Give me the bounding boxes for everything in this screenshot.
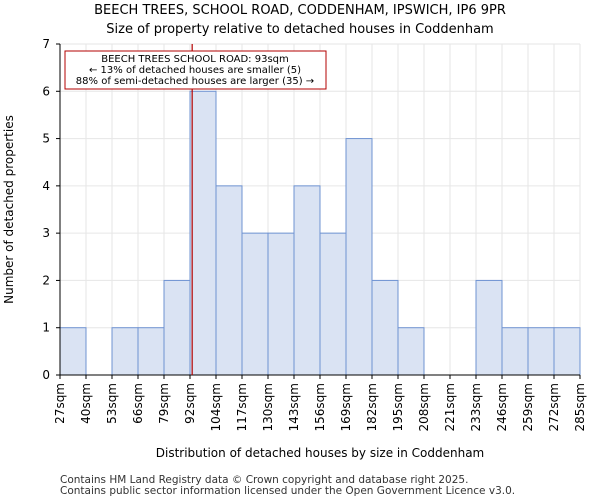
x-tick-label: 259sqm — [521, 383, 535, 431]
bars — [59, 90, 581, 376]
bar — [267, 232, 295, 376]
y-tick-label: 0 — [42, 368, 50, 382]
x-tick-label: 233sqm — [469, 383, 483, 431]
x-tick-label: 92sqm — [183, 383, 197, 424]
bar — [137, 327, 165, 376]
bar — [189, 90, 217, 376]
x-tick-label: 104sqm — [209, 383, 223, 431]
annotation-line-1: BEECH TREES SCHOOL ROAD: 93sqm — [101, 54, 289, 65]
chart-subtitle: Size of property relative to detached ho… — [106, 22, 494, 37]
y-tick-label: 5 — [42, 132, 50, 146]
bar — [293, 185, 321, 376]
bar — [527, 327, 555, 376]
bar — [371, 279, 399, 376]
bar — [501, 327, 529, 376]
x-tick-label: 40sqm — [79, 383, 93, 424]
footer-line-1: Contains HM Land Registry data © Crown c… — [60, 474, 469, 486]
x-tick-label: 66sqm — [131, 383, 145, 424]
y-axis-label: Number of detached properties — [2, 115, 16, 304]
footer-line-2: Contains public sector information licen… — [60, 485, 516, 497]
x-tick-label: 143sqm — [287, 383, 301, 431]
x-axis-label: Distribution of detached houses by size … — [156, 446, 485, 460]
x-tick-label: 27sqm — [53, 383, 67, 424]
x-tick-label: 117sqm — [235, 383, 249, 431]
x-tick-label: 221sqm — [443, 383, 457, 431]
y-tick-label: 6 — [42, 84, 50, 98]
y-ticks: 0 1 2 3 4 5 6 7 — [42, 37, 60, 382]
x-tick-label: 195sqm — [391, 383, 405, 431]
bar — [163, 279, 191, 376]
bar — [397, 327, 425, 376]
y-tick-label: 4 — [42, 179, 50, 193]
x-tick-label: 79sqm — [157, 383, 171, 424]
annotation-line-2: ← 13% of detached houses are smaller (5) — [89, 65, 301, 76]
bar — [319, 232, 347, 376]
y-tick-label: 2 — [42, 273, 50, 287]
bar — [553, 327, 581, 376]
x-tick-label: 272sqm — [547, 383, 561, 431]
y-tick-label: 1 — [42, 321, 50, 335]
bar — [59, 327, 87, 376]
x-tick-label: 182sqm — [365, 383, 379, 431]
y-tick-label: 3 — [42, 226, 50, 240]
x-tick-label: 130sqm — [261, 383, 275, 431]
annotation-box: BEECH TREES SCHOOL ROAD: 93sqm ← 13% of … — [64, 50, 327, 90]
x-ticks: 27sqm 40sqm 53sqm 66sqm 79sqm 92sqm 104sqm 117s… — [53, 375, 587, 431]
annotation-line-3: 88% of semi-detached houses are larger (… — [76, 76, 314, 87]
annotation-border — [64, 50, 327, 90]
x-tick-label: 169sqm — [339, 383, 353, 431]
x-tick-label: 285sqm — [573, 383, 587, 431]
x-tick-label: 156sqm — [313, 383, 327, 431]
bar — [475, 279, 503, 376]
y-tick-label: 7 — [42, 37, 50, 51]
bar — [345, 138, 373, 376]
bar — [241, 232, 269, 376]
chart-title: BEECH TREES, SCHOOL ROAD, CODDENHAM, IPS… — [94, 3, 506, 18]
x-tick-label: 53sqm — [105, 383, 119, 424]
bar — [215, 185, 243, 376]
bar — [111, 327, 139, 376]
x-tick-label: 246sqm — [495, 383, 509, 431]
x-tick-label: 208sqm — [417, 383, 431, 431]
